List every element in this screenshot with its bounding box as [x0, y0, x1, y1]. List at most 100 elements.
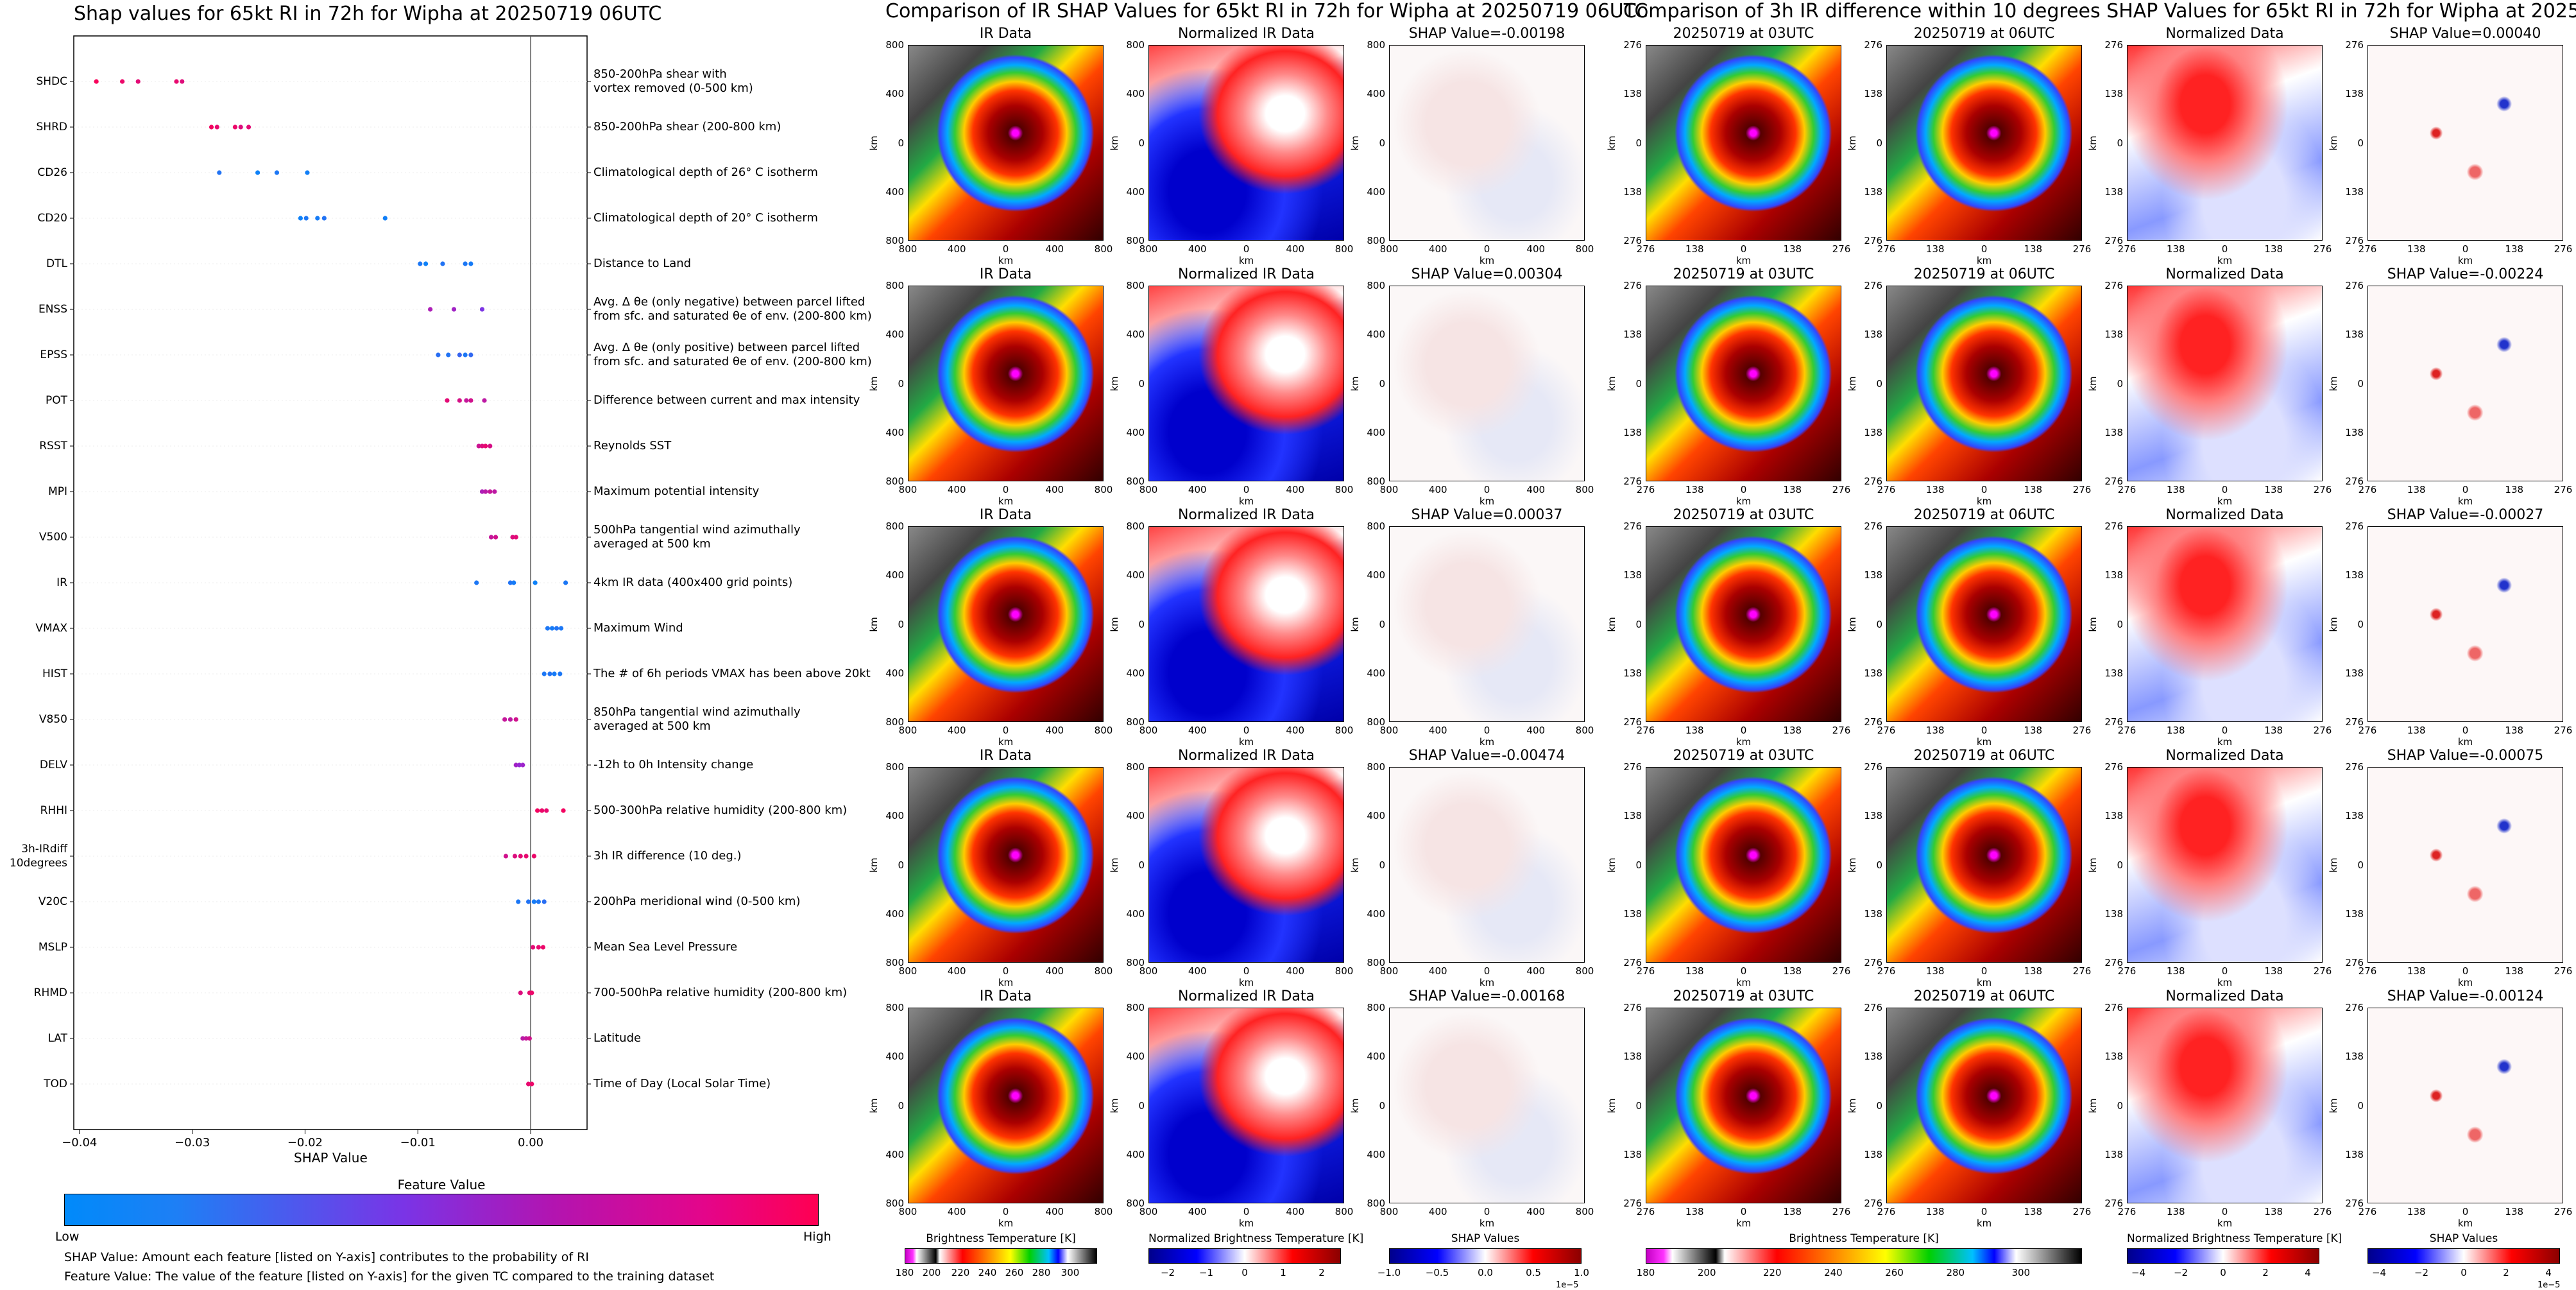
x-axis-label: km — [1736, 736, 1752, 748]
shap-point — [554, 626, 559, 631]
x-axis-tick-label: 400 — [1286, 484, 1305, 495]
ir-03utc-panel-title: 20250719 at 03UTC — [1673, 988, 1814, 1004]
y-axis-tick-label: 0 — [1379, 859, 1385, 871]
x-axis-tick-label: 276 — [2313, 965, 2332, 977]
y-axis-tick-label: 400 — [885, 810, 904, 822]
ir-03utc-image — [1646, 767, 1841, 963]
diff-normalized-colorbar — [2127, 1248, 2319, 1264]
y-axis-tick-label: 138 — [2345, 1051, 2364, 1063]
x-axis-tick-label: 400 — [1286, 725, 1305, 736]
y-axis-label: km — [2087, 616, 2099, 632]
y-axis-label: km — [2087, 135, 2099, 151]
y-axis-tick-label: 400 — [1367, 1148, 1385, 1160]
colorbar-tick-label: 220 — [1762, 1267, 1782, 1278]
x-axis-tick-label: 276 — [1832, 725, 1851, 736]
x-axis-tick-label: 138 — [1925, 1206, 1945, 1217]
y-axis-tick-label: 276 — [1864, 235, 1882, 246]
normalized-ir-panel-title: Normalized IR Data — [1177, 266, 1315, 282]
shap-point — [120, 79, 125, 84]
y-axis-tick-label: 138 — [1864, 426, 1882, 438]
y-axis-tick-label: 138 — [1864, 1148, 1882, 1160]
colorbar-tick-label: 240 — [1824, 1267, 1843, 1278]
y-axis-label: km — [1847, 857, 1858, 873]
y-axis-tick-label: 800 — [1367, 39, 1385, 51]
y-axis-label: km — [1606, 857, 1617, 873]
diff-colorbar1-title: Brightness Temperature [K] — [1789, 1232, 1939, 1245]
y-axis-tick-label: 400 — [1126, 907, 1145, 920]
x-axis-tick-label: 276 — [1636, 725, 1655, 736]
y-axis-tick-label: 138 — [1623, 810, 1642, 822]
shap-point — [525, 1081, 531, 1087]
summary-title: Shap values for 65kt RI in 72h for Wipha… — [74, 3, 662, 25]
y-axis-tick-label: 0 — [2117, 859, 2123, 871]
shap-point — [423, 261, 429, 266]
y-axis-tick-label: 0 — [1635, 137, 1642, 149]
x-axis-tick-label: 276 — [2554, 243, 2573, 255]
feature-description: The # of 6h periods VMAX has been above … — [593, 667, 871, 680]
y-axis-tick-label: 138 — [1623, 426, 1642, 438]
y-axis-tick-label: 138 — [1623, 88, 1642, 100]
x-axis-tick-label: 0 — [1981, 484, 1988, 495]
x-axis-tick-label: 400 — [1188, 965, 1207, 977]
colorbar-tick-label: 180 — [1636, 1267, 1655, 1278]
x-axis-tick-label: 0 — [1002, 725, 1009, 736]
normalized-ir-panel-title: Normalized IR Data — [1177, 507, 1315, 523]
x-axis-label: km — [998, 255, 1014, 266]
x-axis-label: km — [2457, 1217, 2473, 1229]
y-axis-tick-label: 0 — [1379, 1099, 1385, 1112]
shap-point — [503, 854, 509, 859]
shap-point — [518, 990, 523, 995]
normalized-ir-panel-title: Normalized IR Data — [1177, 988, 1315, 1004]
x-axis-tick-label: 800 — [1379, 484, 1399, 495]
ir-data-image — [908, 45, 1104, 241]
x-axis-tick-label: 276 — [1832, 243, 1851, 255]
y-axis-tick-label: 138 — [1864, 1051, 1882, 1063]
x-axis-tick-label: 138 — [2264, 965, 2283, 977]
shap-point — [474, 580, 479, 585]
ir-shap-image — [1389, 767, 1585, 963]
x-axis-tick-label: 276 — [1877, 1206, 1896, 1217]
x-axis-tick-label: 276 — [2117, 243, 2137, 255]
y-axis-tick-label: 276 — [2104, 39, 2123, 51]
feature-description: 850-200hPa shear (200-800 km) — [593, 120, 781, 133]
feature-name: V20C — [38, 895, 67, 908]
x-axis-tick-label: 400 — [1428, 243, 1447, 255]
feature-name: MPI — [48, 485, 67, 498]
y-axis-tick-label: 800 — [1367, 1198, 1385, 1209]
shap-point — [174, 79, 179, 84]
feature-name: EPSS — [40, 348, 67, 361]
shap-point — [511, 580, 516, 585]
x-axis-tick-label: 800 — [898, 1206, 917, 1217]
x-axis-tick-label: 276 — [2358, 243, 2377, 255]
x-axis-label: km — [998, 977, 1014, 988]
ir-colorbar3-exponent: 1e−5 — [1556, 1280, 1579, 1290]
shap-point — [536, 945, 541, 950]
y-axis-tick-label: 0 — [1876, 377, 1882, 390]
shap-point — [321, 216, 327, 221]
x-axis-tick-label: 0 — [1483, 965, 1490, 977]
y-axis-tick-label: 400 — [1367, 185, 1385, 198]
y-axis-tick-label: 138 — [2345, 426, 2364, 438]
y-axis-label: km — [868, 857, 880, 873]
y-axis-tick-label: 138 — [2345, 569, 2364, 581]
shap-point — [552, 671, 557, 676]
x-axis-tick-label: 276 — [2358, 965, 2377, 977]
x-axis-tick-label: 276 — [2358, 725, 2377, 736]
x-axis-tick-label: 138 — [2407, 484, 2426, 495]
shap-point — [482, 398, 487, 403]
feature-name: VMAX — [35, 622, 67, 635]
colorbar-tick-label: 1 — [1280, 1267, 1286, 1278]
y-axis-label: km — [2328, 857, 2339, 873]
x-axis-tick-label: 400 — [947, 484, 966, 495]
y-axis-tick-label: 138 — [1864, 810, 1882, 822]
y-axis-tick-label: 138 — [1864, 88, 1882, 100]
colorbar-low-label: Low — [55, 1230, 80, 1244]
colorbar-tick-label: 240 — [978, 1267, 997, 1278]
ir-data-image — [908, 767, 1104, 963]
feature-description: -12h to 0h Intensity change — [593, 758, 754, 771]
x-axis-tick-label: 138 — [2024, 484, 2043, 495]
shap-point — [513, 762, 518, 768]
x-axis-tick-label: 138 — [2505, 725, 2524, 736]
feature-description: Latitude — [593, 1031, 642, 1045]
y-axis-tick-label: 0 — [1379, 618, 1385, 630]
